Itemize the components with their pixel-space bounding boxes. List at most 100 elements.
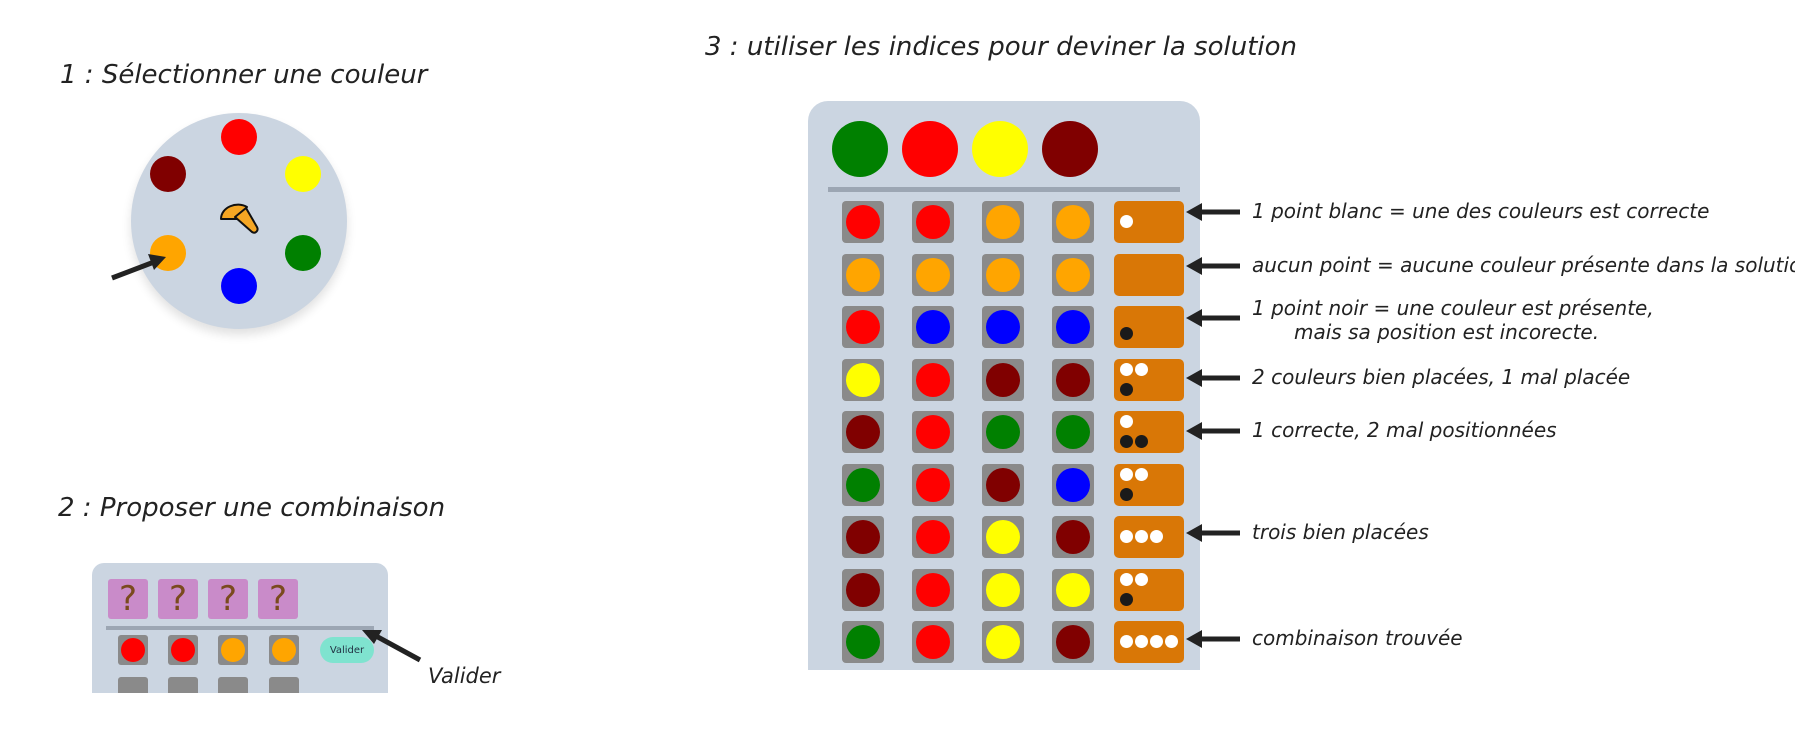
- white-hint-dot: [1135, 467, 1148, 481]
- peg-red: [846, 310, 880, 344]
- color-option-yellow[interactable]: [285, 156, 321, 192]
- hint-box-row-7: [1114, 516, 1184, 558]
- peg-maroon: [846, 415, 880, 449]
- hint-annotation: 1 point noir = une couleur est présente,…: [1252, 296, 1654, 344]
- white-hint-dot: [1120, 530, 1133, 543]
- white-hint-dot: [1120, 215, 1133, 228]
- peg-orange: [272, 638, 296, 662]
- guess-slot: [982, 463, 1024, 506]
- guess-slot: [982, 411, 1024, 453]
- peg-blue: [1056, 467, 1090, 502]
- hint-arrow: [1186, 203, 1240, 221]
- guess-slot: [1052, 516, 1094, 558]
- peg-red: [916, 467, 950, 502]
- hint-box-row-8: [1114, 568, 1184, 611]
- guess-slot: [982, 358, 1024, 401]
- guess-slot: [982, 201, 1024, 243]
- white-hint-dot: [1120, 572, 1133, 586]
- guess-slot-2[interactable]: [168, 635, 198, 665]
- guess-slot: [1052, 568, 1094, 611]
- hint-box-row-6: [1114, 463, 1184, 506]
- board-divider: [106, 626, 374, 630]
- guess-slot: [842, 306, 884, 348]
- guess-slot: [842, 568, 884, 611]
- hint-box-row-3: [1114, 306, 1184, 348]
- peg-red: [916, 572, 950, 607]
- guess-slot-3[interactable]: [218, 635, 248, 665]
- peg-orange: [986, 205, 1020, 239]
- guess-slot: [912, 568, 954, 611]
- white-hint-dot: [1120, 467, 1133, 481]
- peg-maroon: [986, 362, 1020, 397]
- guess-slot: [842, 463, 884, 506]
- guess-slot: [912, 253, 954, 296]
- peg-green: [846, 467, 880, 502]
- guess-slot: [982, 306, 1024, 348]
- solution-peg-maroon: [1042, 121, 1098, 177]
- peg-blue: [986, 310, 1020, 344]
- guess-slot: [842, 201, 884, 243]
- hint-arrow: [1186, 257, 1240, 275]
- color-wheel: [131, 113, 347, 329]
- white-hint-dot: [1135, 362, 1148, 376]
- hint-annotation: aucun point = aucune couleur présente da…: [1252, 253, 1795, 277]
- guess-slot-4[interactable]: [269, 635, 299, 665]
- guess-slot: [912, 201, 954, 243]
- hint-annotation: 2 couleurs bien placées, 1 mal placée: [1252, 365, 1630, 389]
- peg-yellow: [986, 520, 1020, 554]
- guess-slot: [912, 621, 954, 663]
- peg-maroon: [846, 520, 880, 554]
- peg-red: [846, 205, 880, 239]
- board-divider: [828, 187, 1180, 192]
- guess-slot: [1052, 621, 1094, 663]
- guess-slot: [1052, 463, 1094, 506]
- solution-peg-green: [832, 121, 888, 177]
- solution-peg-yellow: [972, 121, 1028, 177]
- peg-orange: [986, 257, 1020, 292]
- color-option-blue[interactable]: [221, 268, 257, 304]
- hint-box-row-2: [1114, 253, 1184, 296]
- black-hint-dot: [1120, 382, 1133, 396]
- peg-red: [916, 415, 950, 449]
- peg-red: [916, 520, 950, 554]
- guess-slot: [982, 568, 1024, 611]
- peg-green: [986, 415, 1020, 449]
- guess-slot: [1052, 411, 1094, 453]
- empty-slot: [269, 677, 299, 693]
- guess-slot: [1052, 253, 1094, 296]
- step2-title: 2 : Proposer une combinaison: [58, 493, 446, 523]
- annotation-line: mais sa position est incorecte.: [1294, 320, 1600, 344]
- peg-maroon: [1056, 625, 1090, 659]
- peg-yellow: [1056, 572, 1090, 607]
- guess-slot: [982, 253, 1024, 296]
- valider-caption: Valider: [428, 664, 501, 688]
- guess-slot: [912, 411, 954, 453]
- peg-blue: [1056, 310, 1090, 344]
- valider-arrow: [362, 630, 422, 663]
- guess-slot: [982, 621, 1024, 663]
- step1-title: 1 : Sélectionner une couleur: [60, 60, 428, 90]
- hidden-peg-1: ?: [108, 579, 148, 619]
- peg-maroon: [1056, 362, 1090, 397]
- proposal-board: Valider ????: [92, 563, 388, 693]
- white-hint-dot: [1120, 415, 1133, 428]
- hint-box-row-4: [1114, 358, 1184, 401]
- mastermind-board: [808, 101, 1200, 670]
- annotation-line: aucun point = aucune couleur présente da…: [1252, 253, 1795, 277]
- guess-slot: [912, 516, 954, 558]
- peg-maroon: [1056, 520, 1090, 554]
- guess-slot-1[interactable]: [118, 635, 148, 665]
- color-option-maroon[interactable]: [150, 156, 186, 192]
- peg-green: [1056, 415, 1090, 449]
- solution-peg-red: [902, 121, 958, 177]
- hint-arrow: [1186, 524, 1240, 542]
- guess-slot: [842, 621, 884, 663]
- white-hint-dot: [1135, 635, 1148, 648]
- annotation-line: 1 point noir = une couleur est présente,: [1252, 296, 1654, 320]
- color-option-green[interactable]: [285, 235, 321, 271]
- empty-slot: [118, 677, 148, 693]
- guess-slot: [842, 253, 884, 296]
- color-option-red[interactable]: [221, 119, 257, 155]
- white-hint-dot: [1150, 530, 1163, 543]
- valider-button[interactable]: Valider: [320, 637, 374, 663]
